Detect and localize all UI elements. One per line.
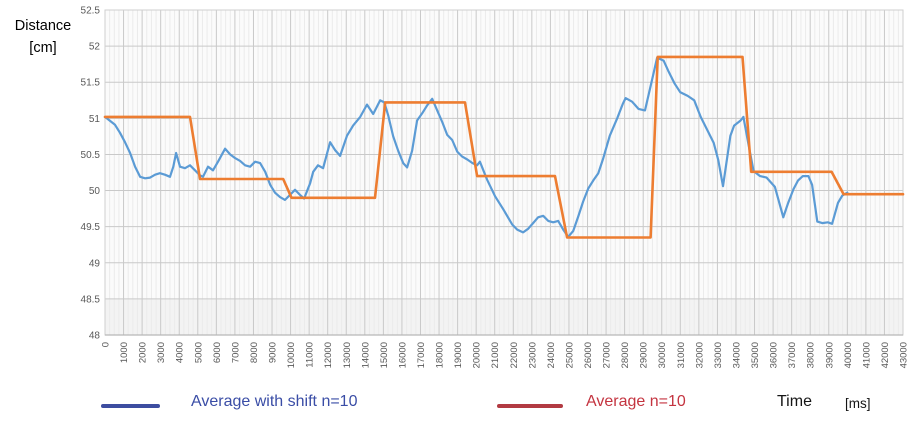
legend-swatch-average-with-shift [101, 404, 160, 408]
x-tick-label: 28000 [620, 342, 631, 368]
x-axis-unit: [ms] [845, 396, 871, 411]
y-tick-label: 48.5 [81, 294, 101, 305]
x-tick-label: 15000 [379, 342, 390, 368]
x-tick-label: 17000 [416, 342, 427, 368]
y-axis-title: Distance [cm] [4, 16, 82, 60]
y-tick-label: 50 [89, 186, 101, 197]
series-line-average-with-shift [103, 56, 849, 238]
x-tick-label: 14000 [360, 342, 371, 368]
x-tick-label: 33000 [713, 342, 724, 368]
x-tick-label: 39000 [824, 342, 835, 368]
x-tick-label: 20000 [472, 342, 483, 368]
x-tick-label: 19000 [453, 342, 464, 368]
x-tick-label: 5000 [193, 342, 204, 363]
x-tick-label: 10000 [286, 342, 297, 368]
line-chart-plot: 48 48.5 49 49.5 50 50.5 51 51.5 52 52.5 0 1000 2000 3… [81, 6, 910, 369]
legend-swatch-average [497, 404, 563, 408]
x-tick-label: 9000 [268, 342, 279, 363]
x-tick-label: 32000 [694, 342, 705, 368]
x-tick-label: 2000 [138, 342, 149, 363]
y-tick-label: 51 [89, 114, 101, 125]
x-tick-label: 11000 [305, 342, 316, 368]
x-tick-label: 1000 [119, 342, 130, 363]
legend-label-average: Average n=10 [586, 393, 686, 410]
x-tick-label: 43000 [899, 342, 910, 368]
x-tick-label: 34000 [731, 342, 742, 368]
x-tick-label: 42000 [880, 342, 891, 368]
x-tick-label: 27000 [602, 342, 613, 368]
x-tick-label: 7000 [230, 342, 241, 363]
x-tick-label: 38000 [806, 342, 817, 368]
x-tick-label: 21000 [490, 342, 501, 368]
x-tick-label: 41000 [861, 342, 872, 368]
x-tick-label: 37000 [787, 342, 798, 368]
x-tick-label: 30000 [657, 342, 668, 368]
legend-label-average-with-shift: Average with shift n=10 [191, 393, 358, 410]
y-axis-unit: [cm] [29, 39, 57, 56]
x-tick-label: 16000 [397, 342, 408, 368]
x-tick-label: 40000 [843, 342, 854, 368]
x-tick-label: 26000 [583, 342, 594, 368]
x-tick-label: 22000 [509, 342, 520, 368]
x-tick-label: 6000 [212, 342, 223, 363]
y-tick-label: 52.5 [81, 6, 101, 17]
x-tick-label: 31000 [676, 342, 687, 368]
x-tick-label: 12000 [323, 342, 334, 368]
x-tick-label: 23000 [527, 342, 538, 368]
y-tick-label: 51.5 [81, 78, 101, 89]
x-tick-label: 18000 [435, 342, 446, 368]
y-tick-label: 52 [89, 42, 101, 53]
x-tick-label: 36000 [769, 342, 780, 368]
x-tick-label: 25000 [564, 342, 575, 368]
y-tick-label: 49.5 [81, 222, 101, 233]
x-tick-label: 24000 [546, 342, 557, 368]
x-axis-title: Time [777, 393, 812, 410]
x-tick-label: 4000 [175, 342, 186, 363]
x-tick-label: 29000 [639, 342, 650, 368]
x-tick-label: 8000 [249, 342, 260, 363]
x-tick-label: 0 [101, 342, 112, 347]
x-tick-label: 13000 [342, 342, 353, 368]
y-tick-label: 50.5 [81, 150, 101, 161]
y-tick-label: 49 [89, 258, 101, 269]
y-tick-label: 48 [89, 331, 101, 342]
x-tick-label: 3000 [156, 342, 167, 363]
x-tick-label: 35000 [750, 342, 761, 368]
series-line-average [103, 55, 905, 239]
y-axis-title-text: Distance [14, 18, 72, 34]
